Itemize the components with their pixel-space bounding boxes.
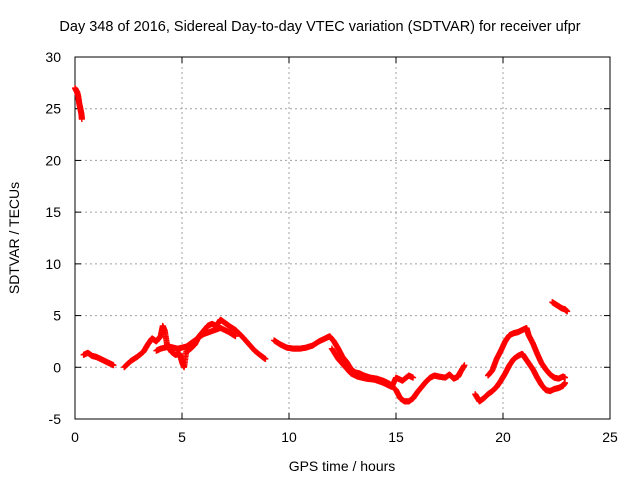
x-tick-label: 0 (71, 429, 79, 445)
data-point (461, 362, 468, 369)
data-point (232, 333, 239, 340)
data-point (564, 308, 571, 315)
y-tick-label: -5 (49, 411, 62, 427)
data-point (78, 116, 85, 123)
data-points (72, 85, 571, 405)
y-tick-label: 15 (45, 204, 61, 220)
y-tick-label: 25 (45, 101, 61, 117)
chart-title: Day 348 of 2016, Sidereal Day-to-day VTE… (59, 19, 581, 35)
x-tick-label: 15 (388, 429, 404, 445)
x-tick-label: 20 (495, 429, 511, 445)
data-point (262, 356, 269, 363)
data-point (110, 362, 117, 369)
y-tick-label: 30 (45, 49, 61, 65)
x-axis-label: GPS time / hours (289, 458, 396, 474)
y-tick-label: 5 (53, 308, 61, 324)
data-point (410, 374, 417, 381)
gridlines (75, 57, 610, 419)
data-point (562, 379, 569, 386)
axis-ticks: 0 5 10 15 20 25 -5 0 5 10 15 20 25 30 (45, 49, 618, 445)
x-tick-label: 25 (602, 429, 618, 445)
y-tick-label: 0 (53, 359, 61, 375)
y-tick-label: 10 (45, 256, 61, 272)
y-axis-label: SDTVAR / TECUs (6, 182, 22, 294)
data-point (562, 374, 569, 381)
plot-frame (74, 56, 611, 420)
y-tick-label: 20 (45, 152, 61, 168)
x-tick-label: 10 (281, 429, 297, 445)
x-tick-label: 5 (178, 429, 186, 445)
